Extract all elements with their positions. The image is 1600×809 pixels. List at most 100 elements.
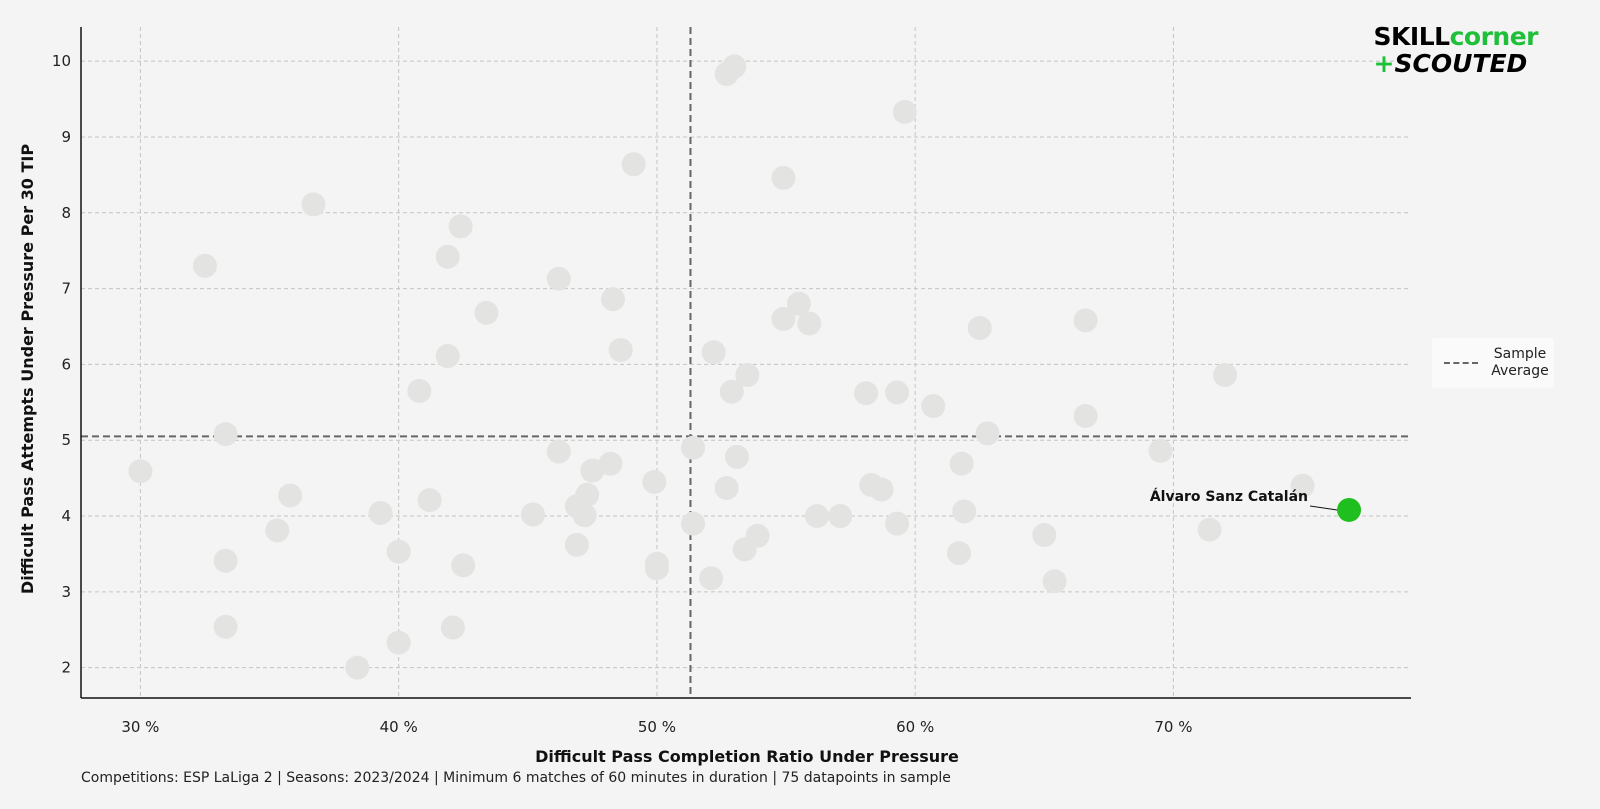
data-point — [417, 488, 442, 513]
data-point — [435, 244, 460, 269]
data-point — [407, 378, 432, 403]
y-tick-label: 4 — [61, 507, 71, 525]
y-tick-label: 8 — [61, 204, 71, 222]
footnote: Competitions: ESP LaLiga 2 | Seasons: 20… — [81, 770, 951, 786]
data-point — [967, 316, 992, 341]
data-point — [1290, 473, 1315, 498]
y-tick-label: 6 — [61, 355, 71, 373]
highlight-label: Álvaro Sanz Catalán — [1150, 488, 1308, 505]
grid-lines — [81, 27, 1411, 698]
data-point — [722, 54, 747, 79]
data-point — [213, 548, 238, 573]
data-point — [345, 655, 370, 680]
data-point — [1073, 308, 1098, 333]
data-point — [580, 458, 605, 483]
data-point — [265, 518, 290, 543]
data-point — [732, 537, 757, 562]
data-point — [771, 165, 796, 190]
data-point — [1197, 517, 1222, 542]
y-tick-label: 9 — [61, 128, 71, 146]
data-point — [644, 556, 669, 581]
legend: Sample Average — [1432, 338, 1554, 388]
x-axis-title: Difficult Pass Completion Ratio Under Pr… — [535, 747, 959, 766]
data-points — [128, 54, 1315, 680]
data-point — [921, 394, 946, 419]
data-point — [805, 504, 830, 529]
data-point — [952, 499, 977, 524]
data-point — [192, 253, 217, 278]
data-point — [681, 511, 706, 536]
data-point — [699, 566, 724, 591]
data-point — [828, 504, 853, 529]
data-point — [771, 306, 796, 331]
data-point — [520, 502, 545, 527]
data-point — [1073, 403, 1098, 428]
y-tick-label: 7 — [61, 280, 71, 298]
data-point — [869, 477, 894, 502]
logo-scouted-text: SCOUTED — [1394, 49, 1528, 78]
data-point — [564, 532, 589, 557]
data-point — [278, 483, 303, 508]
y-axis-title: Difficult Pass Attempts Under Pressure P… — [18, 144, 37, 594]
data-point — [474, 300, 499, 325]
x-tick-label: 40 % — [380, 718, 418, 736]
axes — [80, 27, 1411, 699]
data-point — [386, 630, 411, 655]
data-point — [1148, 438, 1173, 463]
y-tick-label: 2 — [61, 659, 71, 677]
x-tick-label: 70 % — [1154, 718, 1192, 736]
data-point — [797, 311, 822, 336]
data-point — [435, 344, 460, 369]
data-point — [213, 422, 238, 447]
legend-label-line2: Average — [1491, 363, 1549, 379]
y-tick-label: 3 — [61, 583, 71, 601]
legend-label: Sample Average — [1488, 346, 1552, 380]
data-point — [735, 363, 760, 388]
data-point — [598, 451, 623, 476]
reference-lines — [81, 27, 1411, 698]
data-point — [854, 381, 879, 406]
data-point — [601, 287, 625, 312]
data-point — [301, 192, 326, 217]
data-point — [1042, 569, 1067, 594]
highlight-connector — [1309, 505, 1338, 511]
data-point — [642, 469, 667, 494]
data-point — [368, 501, 393, 526]
data-point — [621, 152, 646, 177]
y-tick-label: 10 — [52, 52, 71, 70]
logo-corner-text: corner — [1449, 22, 1539, 51]
data-point — [128, 459, 153, 484]
data-point — [440, 615, 465, 640]
y-tick-label: 5 — [61, 431, 71, 449]
logo-skill-text: SKILL — [1373, 22, 1451, 51]
data-point — [714, 475, 739, 500]
data-point — [386, 539, 411, 564]
data-point — [546, 439, 571, 464]
data-point — [681, 435, 706, 460]
brand-logo: SKILLcorner +SCOUTED — [1373, 22, 1539, 78]
x-tick-label: 30 % — [121, 718, 159, 736]
data-point — [451, 553, 476, 578]
data-point — [947, 541, 972, 566]
data-point — [608, 337, 633, 362]
data-point — [572, 503, 597, 528]
data-point — [885, 511, 910, 536]
legend-dashed-line — [1444, 362, 1478, 364]
tick-labels: 30 % 40 % 50 % 60 % 70 % 2 3 4 5 6 7 8 9 10 — [52, 52, 1193, 736]
data-point — [719, 379, 744, 404]
x-tick-label: 60 % — [896, 718, 934, 736]
data-point — [701, 340, 726, 365]
highlight-point — [1337, 497, 1362, 522]
data-point — [546, 266, 571, 291]
data-point — [724, 444, 749, 469]
data-point — [885, 380, 910, 405]
logo-plus-text: + — [1373, 49, 1395, 78]
data-point — [949, 451, 974, 476]
data-point — [1032, 522, 1057, 547]
data-point — [975, 421, 1000, 446]
data-point — [892, 99, 917, 124]
highlight-group: Álvaro Sanz Catalán — [1150, 488, 1362, 522]
data-point — [213, 614, 238, 639]
legend-label-line1: Sample — [1493, 346, 1547, 362]
